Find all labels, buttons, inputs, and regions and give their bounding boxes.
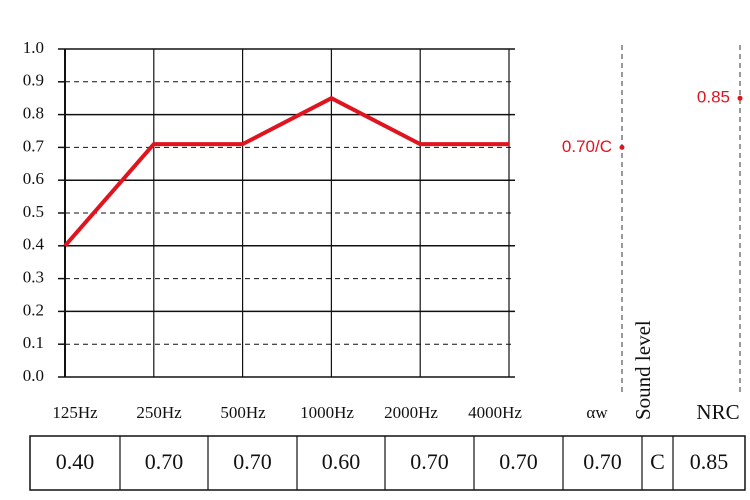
y-tick-label: 0.1 [23,333,44,352]
x-tick-label: 4000Hz [468,403,522,422]
x-tick-label: 250Hz [136,403,182,422]
y-tick-label: 0.9 [23,71,44,90]
sound-level-label: Sound level [631,320,655,420]
table-cell: C [650,449,665,474]
y-tick-label: 0.6 [23,169,44,188]
y-tick-label: 0.2 [23,300,44,319]
rating-label: 0.70/C [562,137,612,156]
y-tick-label: 0.5 [23,202,44,221]
rating-dot [619,144,625,150]
x-tick-label: 2000Hz [384,403,438,422]
table-cell: 0.85 [690,449,729,474]
table-cell: 0.40 [56,449,95,474]
table-cell: 0.70 [410,449,449,474]
nrc-label: NRC [696,400,739,424]
x-tick-label: 1000Hz [300,403,354,422]
table-cell: 0.70 [233,449,272,474]
rating-dot [737,95,743,101]
table-cell: 0.70 [583,449,622,474]
y-tick-label: 0.4 [23,235,45,254]
table-cell: 0.70 [145,449,184,474]
y-tick-label: 0.0 [23,366,44,385]
y-tick-label: 0.8 [23,104,44,123]
table-cell: 0.60 [322,449,361,474]
alpha-label: αw [586,403,608,422]
x-tick-label: 500Hz [220,403,266,422]
table-cell: 0.70 [499,449,538,474]
x-tick-label: 125Hz [52,403,98,422]
y-tick-label: 1.0 [23,38,44,57]
line [63,96,509,248]
table-frame [29,435,746,491]
y-tick-label: 0.3 [23,268,44,287]
y-tick-label: 0.7 [23,136,45,155]
rating-label: 0.85 [697,88,730,107]
